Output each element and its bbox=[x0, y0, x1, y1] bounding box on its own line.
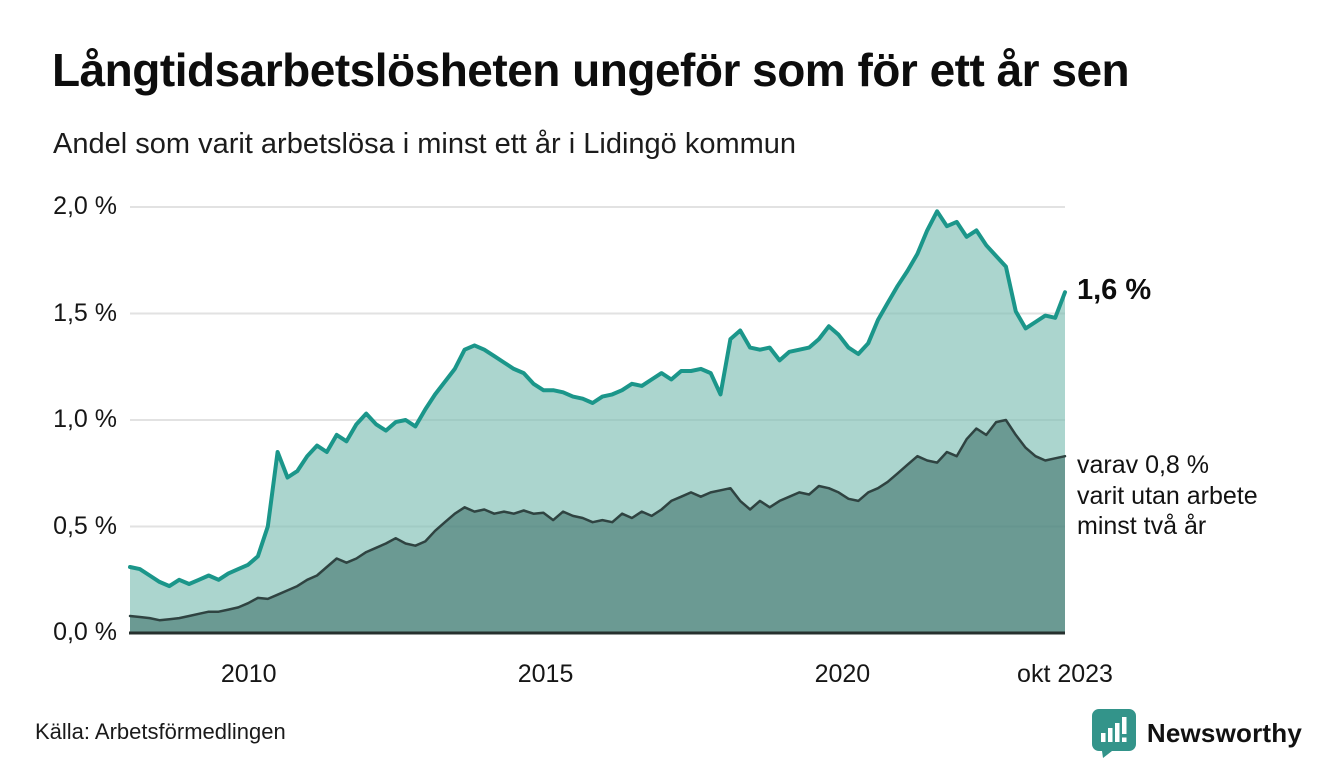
series2-annotation-line1: varav 0,8 % bbox=[1077, 451, 1210, 479]
x-axis-tick-label: okt 2023 bbox=[1017, 660, 1113, 688]
chart-title: Långtidsarbetslösheten ungeför som för e… bbox=[52, 44, 1130, 96]
newsworthy-logo-text: Newsworthy bbox=[1146, 717, 1302, 748]
y-axis-tick-label: 2,0 % bbox=[53, 192, 117, 220]
series-2-area bbox=[130, 420, 1065, 633]
newsworthy-logo: Newsworthy bbox=[1091, 708, 1302, 758]
y-axis-tick-label: 0,5 % bbox=[53, 511, 117, 540]
source-credit: Källa: Arbetsförmedlingen bbox=[35, 719, 286, 744]
y-axis-tick-label: 0,0 % bbox=[53, 618, 117, 646]
chart-subtitle: Andel som varit arbetslösa i minst ett å… bbox=[53, 128, 797, 160]
series2-annotation: varav 0,8 % varit utan arbete minst två … bbox=[1077, 450, 1258, 542]
x-axis-tick-label: 2015 bbox=[517, 660, 574, 688]
y-axis-tick-label: 1,5 % bbox=[53, 298, 117, 327]
series-2-line bbox=[128, 418, 1067, 622]
x-axis-tick-label: 2020 bbox=[814, 660, 871, 688]
series2-annotation-line2: varit utan arbete bbox=[1077, 481, 1258, 510]
series-1-line bbox=[128, 209, 1067, 589]
y-axis-tick-label: 1,0 % bbox=[53, 405, 117, 433]
newsworthy-bar-chart-bubble-icon bbox=[1091, 709, 1136, 758]
series1-end-value-label: 1,6 % bbox=[1077, 274, 1152, 306]
series2-annotation-line3: minst två år bbox=[1077, 512, 1207, 540]
x-axis-tick-label: 2010 bbox=[220, 660, 277, 688]
